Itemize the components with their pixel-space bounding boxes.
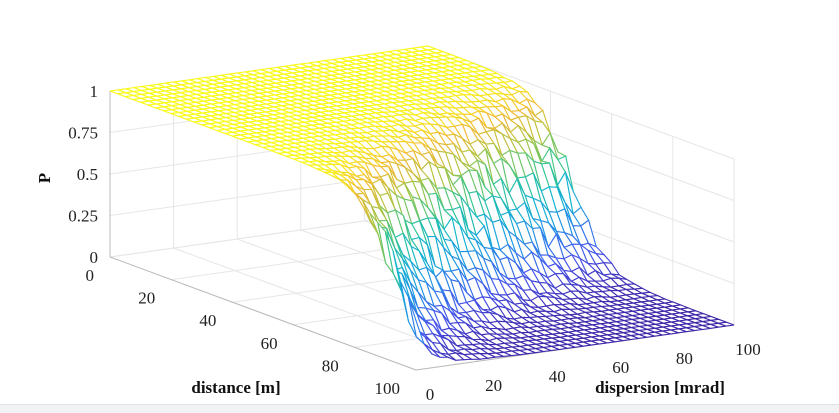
x-tick-label: 80 — [322, 356, 339, 375]
y-axis-label: dispersion [mrad] — [595, 378, 725, 397]
z-tick-label: 0.25 — [68, 207, 98, 226]
x-tick-label: 60 — [261, 334, 278, 353]
surface-mesh — [109, 45, 735, 361]
y-tick-label: 80 — [676, 349, 693, 368]
y-tick-label: 0 — [426, 385, 435, 404]
tick-labels: 0 0.25 0.5 0.75 1 0 20 40 60 80 100 0 20 40 60 80 100 — [68, 82, 761, 404]
x-tick-label: 100 — [375, 379, 401, 398]
z-tick-label: 1 — [90, 82, 99, 101]
x-axis-label: distance [m] — [191, 378, 280, 397]
x-tick-label: 0 — [86, 266, 95, 285]
page-footer-strip — [0, 404, 839, 413]
y-tick-label: 100 — [735, 340, 761, 359]
grid-line — [427, 45, 735, 160]
axis-line — [109, 256, 417, 371]
axis-labels: P distance [m] dispersion [mrad] — [35, 173, 725, 397]
z-tick-label: 0 — [90, 248, 99, 267]
z-tick-label: 0.5 — [77, 165, 98, 184]
surface-cell — [407, 296, 425, 345]
y-tick-label: 40 — [549, 367, 566, 386]
z-tick-label: 0.75 — [68, 124, 98, 143]
y-tick-label: 20 — [485, 376, 502, 395]
z-axis-label: P — [35, 173, 54, 183]
x-tick-label: 40 — [199, 311, 216, 330]
x-tick-label: 20 — [138, 289, 155, 308]
y-tick-label: 60 — [612, 358, 629, 377]
